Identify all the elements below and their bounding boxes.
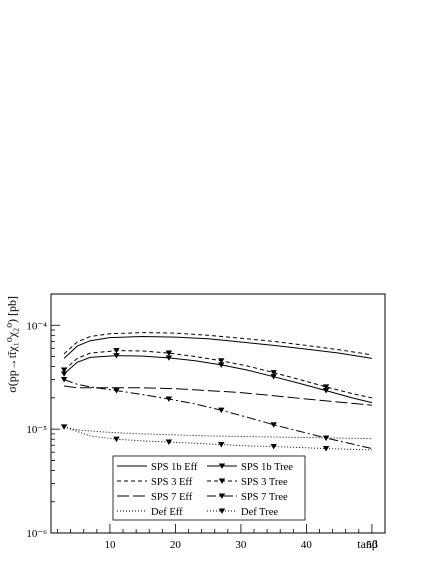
legend: SPS 1b Eff SPS 3 Eff SPS 7 Eff Def Eff SPS 1… bbox=[112, 455, 306, 521]
tree-marker bbox=[218, 478, 226, 484]
tree-marker bbox=[165, 355, 173, 361]
tree-marker bbox=[165, 439, 173, 445]
tree-marker bbox=[218, 463, 226, 469]
plot-frame bbox=[50, 293, 386, 534]
legend-label: SPS 3 Eff bbox=[151, 477, 193, 488]
series-line-5 bbox=[63, 350, 373, 399]
series-line-1 bbox=[63, 332, 372, 356]
legend-label: SPS 7 Tree bbox=[241, 492, 288, 503]
tree-marker bbox=[218, 362, 225, 368]
legend-box bbox=[112, 455, 306, 521]
legend-label: SPS 1b Eff bbox=[151, 462, 198, 473]
tree-marker bbox=[60, 367, 68, 373]
tree-marker bbox=[218, 407, 225, 414]
x-tick-label: 30 bbox=[235, 539, 247, 551]
tree-marker bbox=[270, 374, 277, 380]
tree-marker bbox=[218, 442, 225, 448]
series-group bbox=[60, 332, 373, 452]
y-tick-label: 10⁻⁶ bbox=[26, 528, 47, 540]
x-tick-label: 20 bbox=[170, 539, 182, 551]
tree-marker bbox=[322, 384, 330, 390]
tree-marker bbox=[322, 388, 330, 394]
tree-marker bbox=[60, 371, 68, 377]
x-axis-label: tanβ bbox=[357, 537, 378, 551]
tree-marker bbox=[113, 353, 120, 359]
tree-marker bbox=[165, 350, 173, 356]
tree-marker bbox=[60, 424, 68, 430]
tree-marker bbox=[322, 435, 330, 441]
tree-marker bbox=[113, 388, 120, 394]
tree-marker bbox=[113, 348, 120, 354]
tree-marker bbox=[218, 358, 225, 364]
tree-marker bbox=[60, 377, 68, 383]
tree-marker bbox=[113, 436, 120, 443]
tree-marker bbox=[165, 396, 173, 402]
legend-label: Def Tree bbox=[241, 507, 278, 518]
legend-label: SPS 3 Tree bbox=[241, 477, 288, 488]
legend-label: Def Eff bbox=[151, 507, 183, 518]
x-tick-label: 50 bbox=[366, 539, 378, 551]
series-line-4 bbox=[63, 355, 373, 404]
series-line-2 bbox=[64, 385, 372, 406]
tree-marker bbox=[270, 370, 277, 376]
x-tick-label: 40 bbox=[301, 539, 313, 551]
y-axis-label: σ(pp→tt̄χ₁⁰χ₂⁰) [pb] bbox=[5, 296, 19, 393]
tree-marker bbox=[270, 443, 277, 450]
legend-label: SPS 1b Tree bbox=[241, 462, 293, 473]
legend-label: SPS 7 Eff bbox=[151, 492, 193, 503]
tree-marker bbox=[322, 446, 330, 452]
series-line-0 bbox=[63, 335, 372, 359]
series-line-3 bbox=[63, 426, 372, 440]
x-tick-label: 10 bbox=[104, 539, 116, 551]
y-tick-label: 10⁻⁴ bbox=[26, 320, 47, 332]
y-tick-label: 10⁻⁵ bbox=[26, 424, 47, 436]
tree-marker bbox=[270, 422, 277, 428]
axis-ticks: 10 20 30 40 50 10⁻⁶ 10⁻⁵ 10⁻⁴ bbox=[26, 293, 386, 551]
tree-marker bbox=[218, 493, 226, 499]
tree-marker bbox=[218, 508, 226, 514]
